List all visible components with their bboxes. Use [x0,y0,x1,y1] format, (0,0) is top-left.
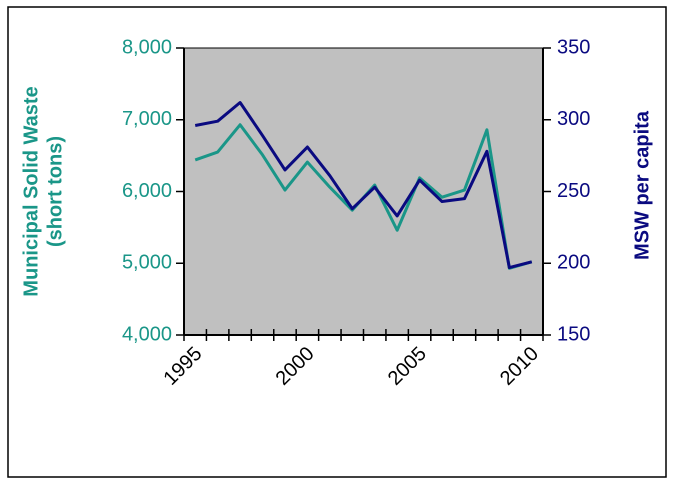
y-axis-label: (short tons) [44,136,66,247]
y-tick-label: 8,000 [122,36,172,58]
y2-tick-label: 300 [557,108,590,130]
plot-background [183,47,544,336]
y2-tick-label: 350 [557,36,590,58]
y-tick-label: 4,000 [122,323,172,345]
y2-axis-label: MSW per capita [631,110,653,260]
y2-tick-label: 150 [557,323,590,345]
series-line [194,101,533,270]
y2-tick-label: 250 [557,180,590,202]
y-tick-label: 6,000 [122,180,172,202]
y-tick-label: 7,000 [122,108,172,130]
y2-tick-label: 200 [557,252,590,274]
y-tick-label: 5,000 [122,252,172,274]
y-axis-label: Municipal Solid Waste [20,86,42,296]
